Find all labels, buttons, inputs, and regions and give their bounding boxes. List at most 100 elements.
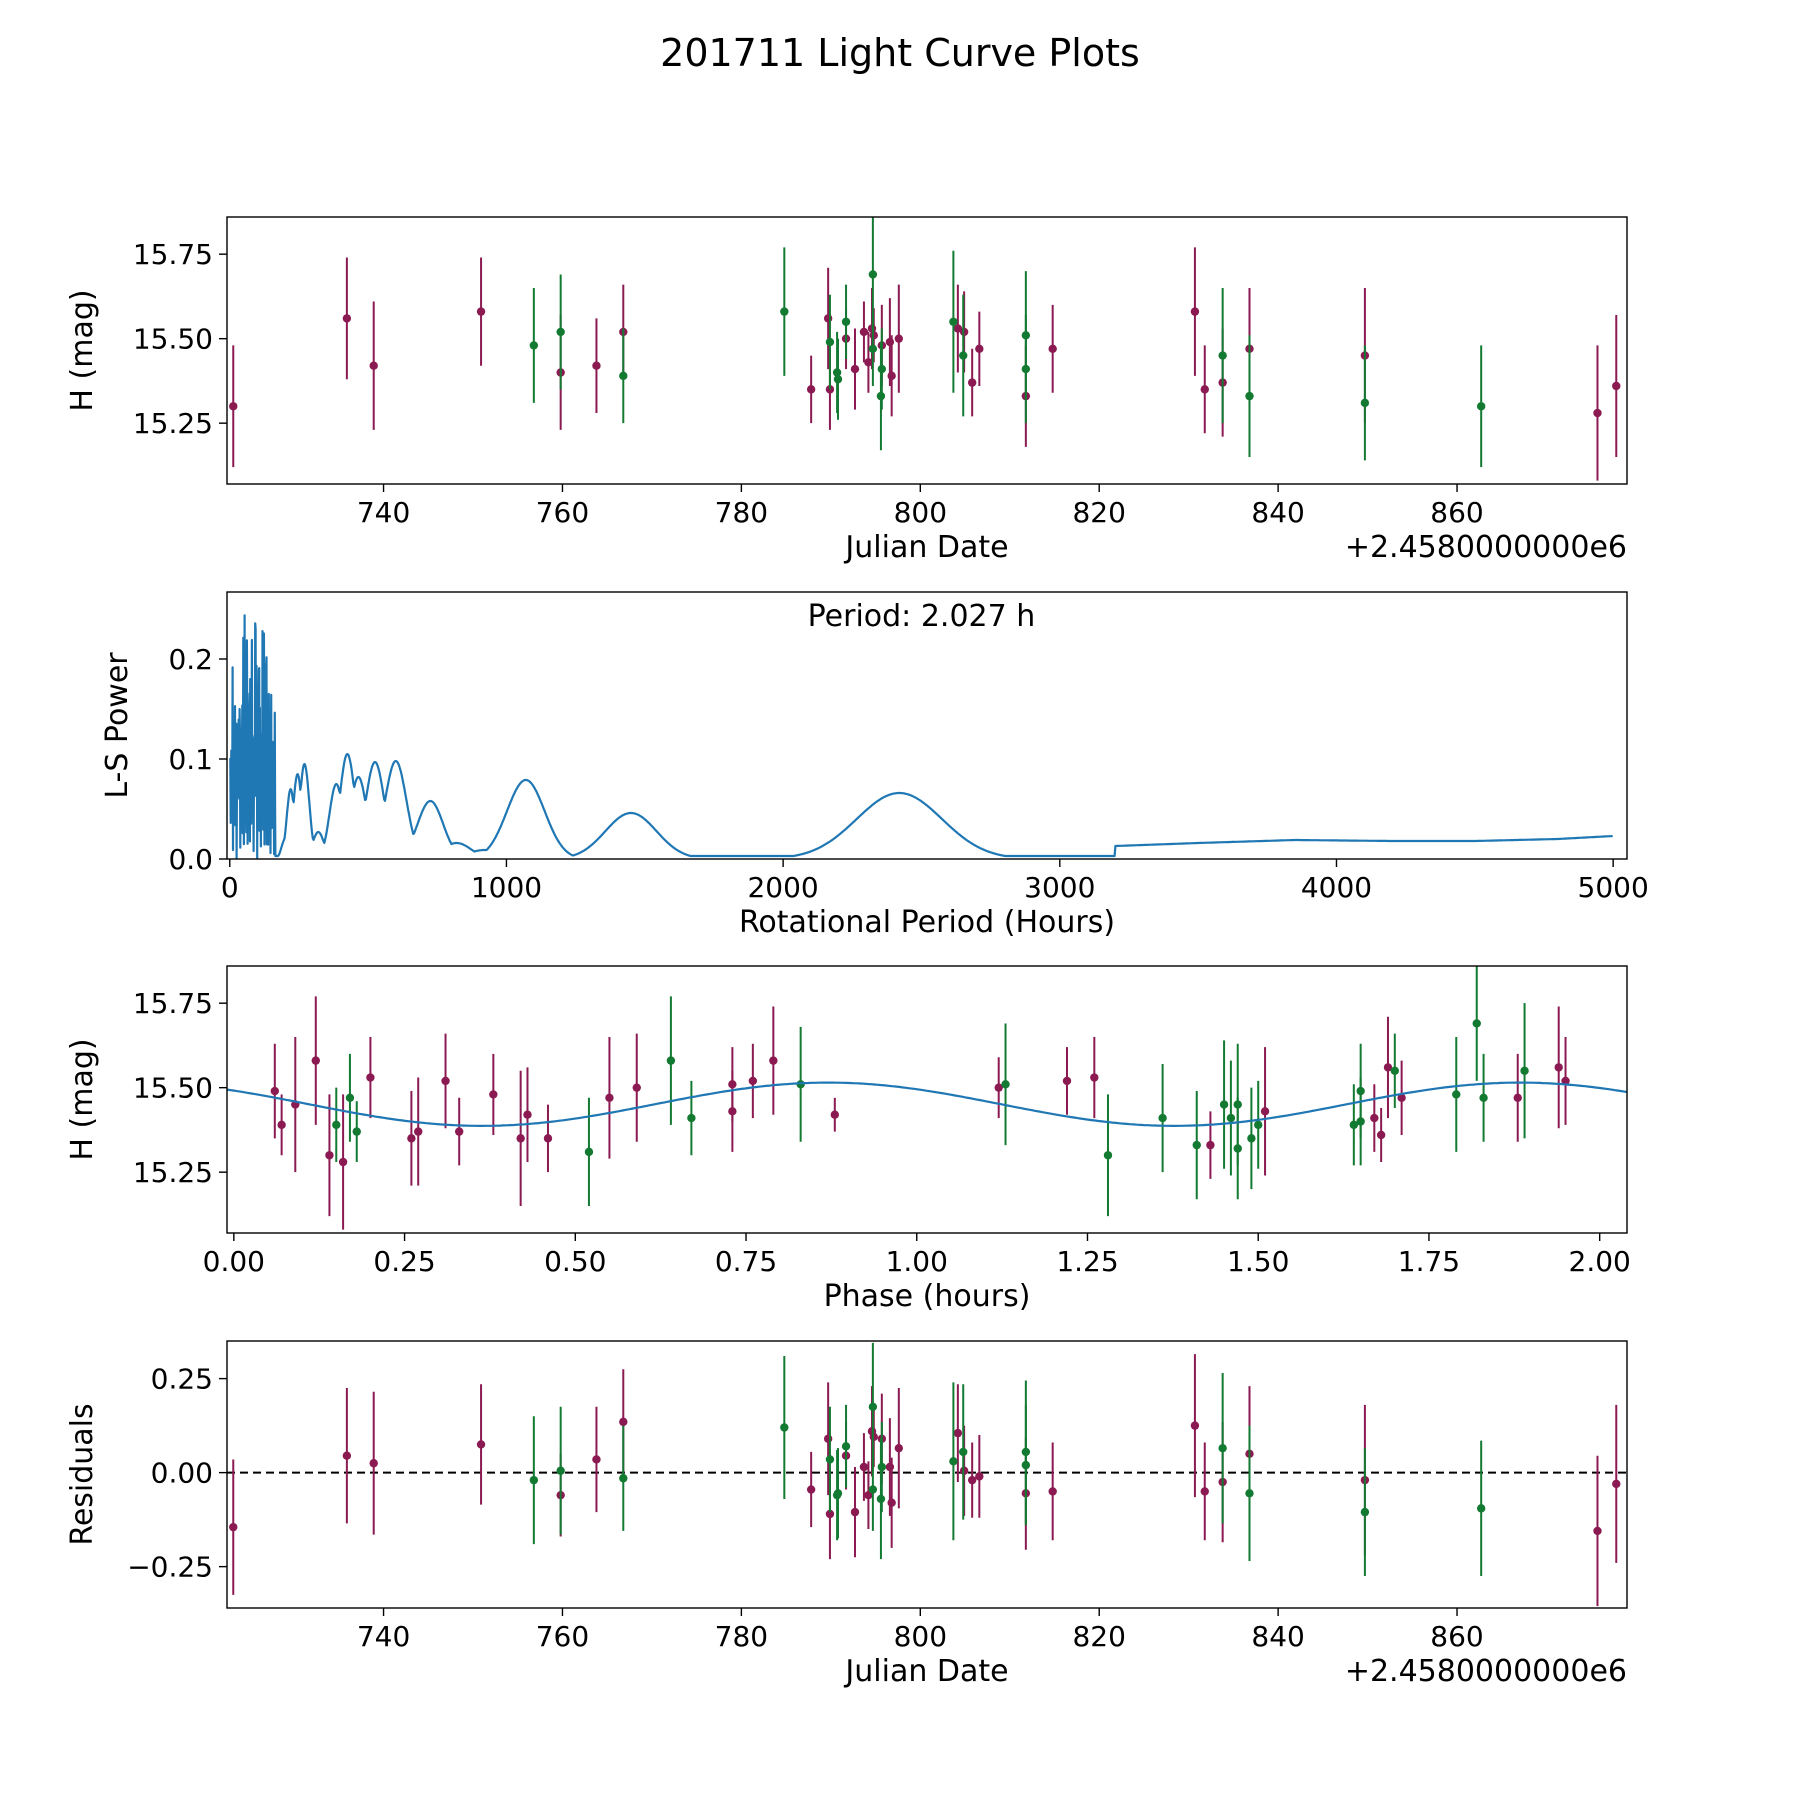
series-filter-b	[529, 217, 1486, 468]
data-point	[769, 1056, 778, 1065]
x-tick-label: 1.25	[1056, 1245, 1118, 1278]
series-filter-a	[270, 996, 1570, 1230]
data-point	[369, 1459, 378, 1468]
data-point	[1476, 1504, 1486, 1513]
data-point	[1001, 1080, 1010, 1089]
x-tick-label: 4000	[1301, 871, 1372, 904]
data-point	[441, 1076, 450, 1086]
data-point	[1158, 1113, 1167, 1123]
y-tick-label: 15.50	[133, 1072, 213, 1105]
panel-residuals: 740 760 780 800 820 840 860 −0.25 0.00 0.25 Julian…	[65, 1340, 1628, 1689]
y-axis-label: Residuals	[65, 1403, 100, 1545]
data-point	[1476, 402, 1486, 411]
data-point	[975, 1472, 984, 1481]
plot-area-phased	[227, 966, 1627, 1230]
data-point	[1356, 1117, 1365, 1126]
data-point	[1245, 1489, 1254, 1498]
data-point	[823, 314, 833, 323]
data-point	[1254, 1120, 1263, 1130]
data-point	[338, 1157, 348, 1167]
data-point	[850, 364, 860, 374]
x-tick-label: 0	[221, 871, 239, 904]
data-point	[1048, 1487, 1057, 1496]
x-tick-label: 1000	[471, 871, 542, 904]
data-point	[887, 371, 896, 381]
data-point	[1218, 351, 1227, 360]
x-tick-label: 1.00	[886, 1245, 948, 1278]
axes-frame	[226, 1340, 1628, 1609]
data-point	[529, 341, 539, 350]
x-tick-label: 780	[715, 496, 768, 529]
data-point	[885, 1462, 895, 1472]
data-point	[556, 327, 565, 337]
x-tick-label: 760	[536, 1620, 589, 1653]
y-tick-label: 15.25	[133, 1156, 213, 1189]
y-tick-label: 0.1	[168, 743, 213, 776]
data-point	[556, 1466, 565, 1475]
data-point	[1090, 1073, 1099, 1082]
data-point	[830, 1110, 840, 1119]
data-point	[949, 317, 958, 326]
data-point	[1383, 1063, 1393, 1072]
x-tick-label: 3000	[1024, 871, 1095, 904]
period-annotation: Period: 2.027 h	[808, 599, 1036, 634]
panel-phased: 0.00 0.25 0.50 0.75 1.00 1.25 1.50 1.75 2.00 15.2…	[65, 965, 1631, 1314]
data-point	[953, 324, 963, 333]
data-point	[825, 1455, 835, 1464]
data-point	[632, 1083, 641, 1092]
axes-frame	[226, 591, 1628, 860]
data-point	[476, 1440, 486, 1449]
data-point	[1360, 398, 1370, 408]
panel-periodogram: Period: 2.027 h 0 1000 2000 3000 4000 5000 0.0 0…	[100, 591, 1649, 940]
x-offset-text: +2.4580000000e6	[1345, 530, 1627, 565]
axes-frame	[226, 965, 1628, 1234]
x-tick-label: 800	[894, 496, 947, 529]
data-point	[592, 1455, 601, 1464]
data-point	[342, 1451, 352, 1460]
data-point	[1376, 1130, 1386, 1140]
data-point	[1021, 364, 1031, 374]
data-point	[959, 351, 968, 360]
data-point	[806, 385, 816, 394]
data-point	[728, 1080, 737, 1089]
data-point	[1612, 381, 1621, 391]
x-tick-label: 840	[1251, 496, 1304, 529]
data-point	[543, 1134, 553, 1143]
data-point	[748, 1076, 758, 1086]
data-point	[687, 1113, 696, 1123]
data-point	[780, 1423, 789, 1432]
data-point	[949, 1457, 958, 1466]
x-tick-label: 0.75	[715, 1245, 777, 1278]
data-point	[414, 1127, 423, 1136]
data-point	[877, 364, 887, 374]
data-point	[619, 1474, 628, 1483]
data-point	[325, 1151, 334, 1160]
data-point	[823, 1434, 833, 1443]
data-point	[1472, 1019, 1481, 1028]
data-point	[885, 337, 895, 347]
data-point	[332, 1120, 341, 1130]
x-axis-label: Julian Date	[843, 1654, 1008, 1689]
data-point	[1226, 1113, 1236, 1123]
data-point	[864, 1490, 873, 1500]
data-point	[825, 1509, 835, 1519]
x-axis-label: Rotational Period (Hours)	[739, 905, 1115, 940]
periodogram-line	[229, 614, 1613, 859]
data-point	[1360, 1507, 1370, 1517]
x-tick-label: 740	[357, 1620, 410, 1653]
y-tick-label: 15.25	[133, 407, 213, 440]
data-point	[868, 344, 878, 354]
data-point	[352, 1127, 361, 1136]
data-point	[1200, 1487, 1209, 1496]
plot-area-lightcurve	[229, 217, 1621, 481]
data-point	[1452, 1090, 1461, 1099]
data-point	[666, 1056, 676, 1065]
data-point	[1219, 1100, 1229, 1109]
y-tick-label: 15.50	[133, 323, 213, 356]
x-tick-label: 860	[1430, 1620, 1483, 1653]
data-point	[1190, 1421, 1200, 1430]
x-tick-label: 800	[894, 1620, 947, 1653]
x-tick-label: 1.75	[1398, 1245, 1460, 1278]
x-tick-label: 2000	[747, 871, 818, 904]
